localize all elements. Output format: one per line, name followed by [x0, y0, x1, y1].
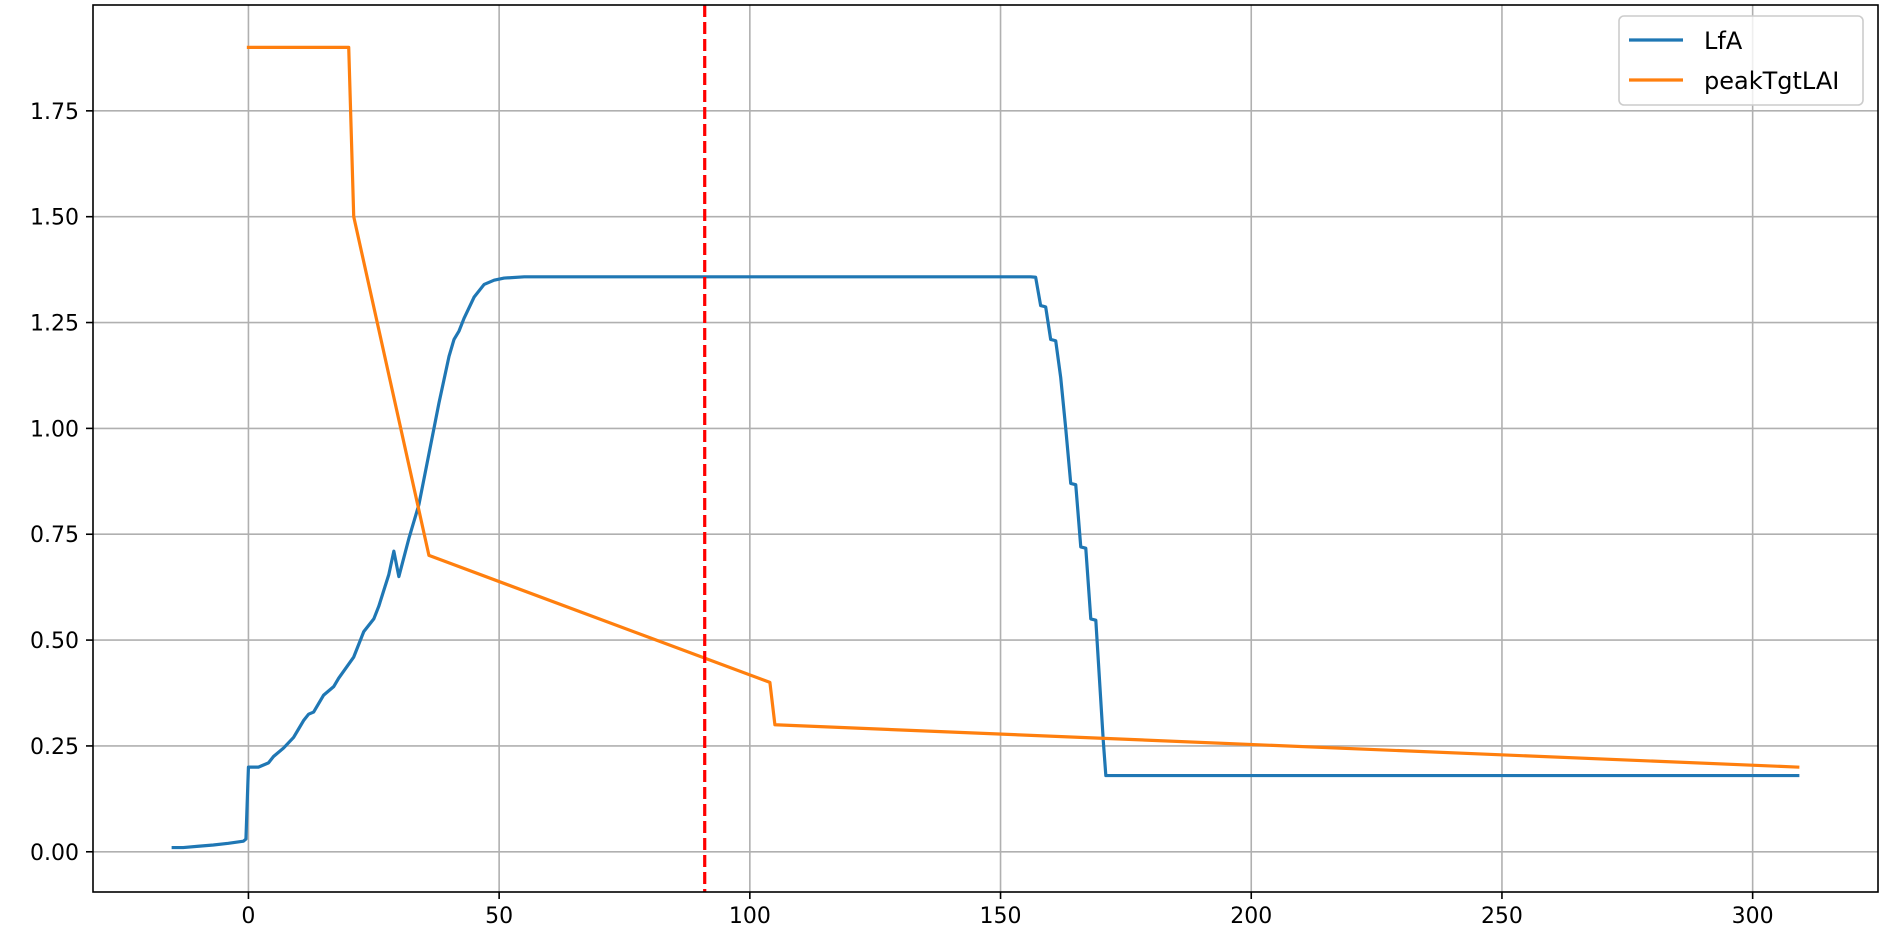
x-tick-label: 100 [729, 904, 771, 929]
y-tick-label: 1.00 [30, 417, 79, 442]
x-tick-label: 300 [1732, 904, 1774, 929]
series-line-peaktgtlai [246, 45, 1800, 769]
legend-box [1618, 15, 1864, 106]
y-tick-label: 0.50 [30, 629, 79, 654]
x-tick-label: 50 [485, 904, 513, 929]
legend-label: LfA [1704, 27, 1743, 55]
x-tick-label: 200 [1230, 904, 1272, 929]
legend: LfA peakTgtLAI [1618, 15, 1864, 106]
x-tick-label: 0 [241, 904, 255, 929]
plot-frame [92, 4, 1879, 893]
series-lines [171, 45, 1800, 850]
y-tick-label: 1.75 [30, 100, 79, 125]
legend-label: peakTgtLAI [1704, 67, 1839, 95]
series-line-lfa [171, 275, 1800, 850]
axis-ticks: 0 50 100 150 200 250 300 0.00 0.25 0.50 0.75 1.00 1.… [30, 100, 1774, 929]
y-tick-label: 0.75 [30, 523, 79, 548]
x-tick-label: 250 [1481, 904, 1523, 929]
y-tick-label: 1.50 [30, 206, 79, 231]
y-tick-label: 0.25 [30, 735, 79, 760]
x-tick-label: 150 [980, 904, 1022, 929]
y-tick-label: 0.00 [30, 841, 79, 866]
grid [93, 5, 1878, 892]
y-tick-label: 1.25 [30, 312, 79, 337]
